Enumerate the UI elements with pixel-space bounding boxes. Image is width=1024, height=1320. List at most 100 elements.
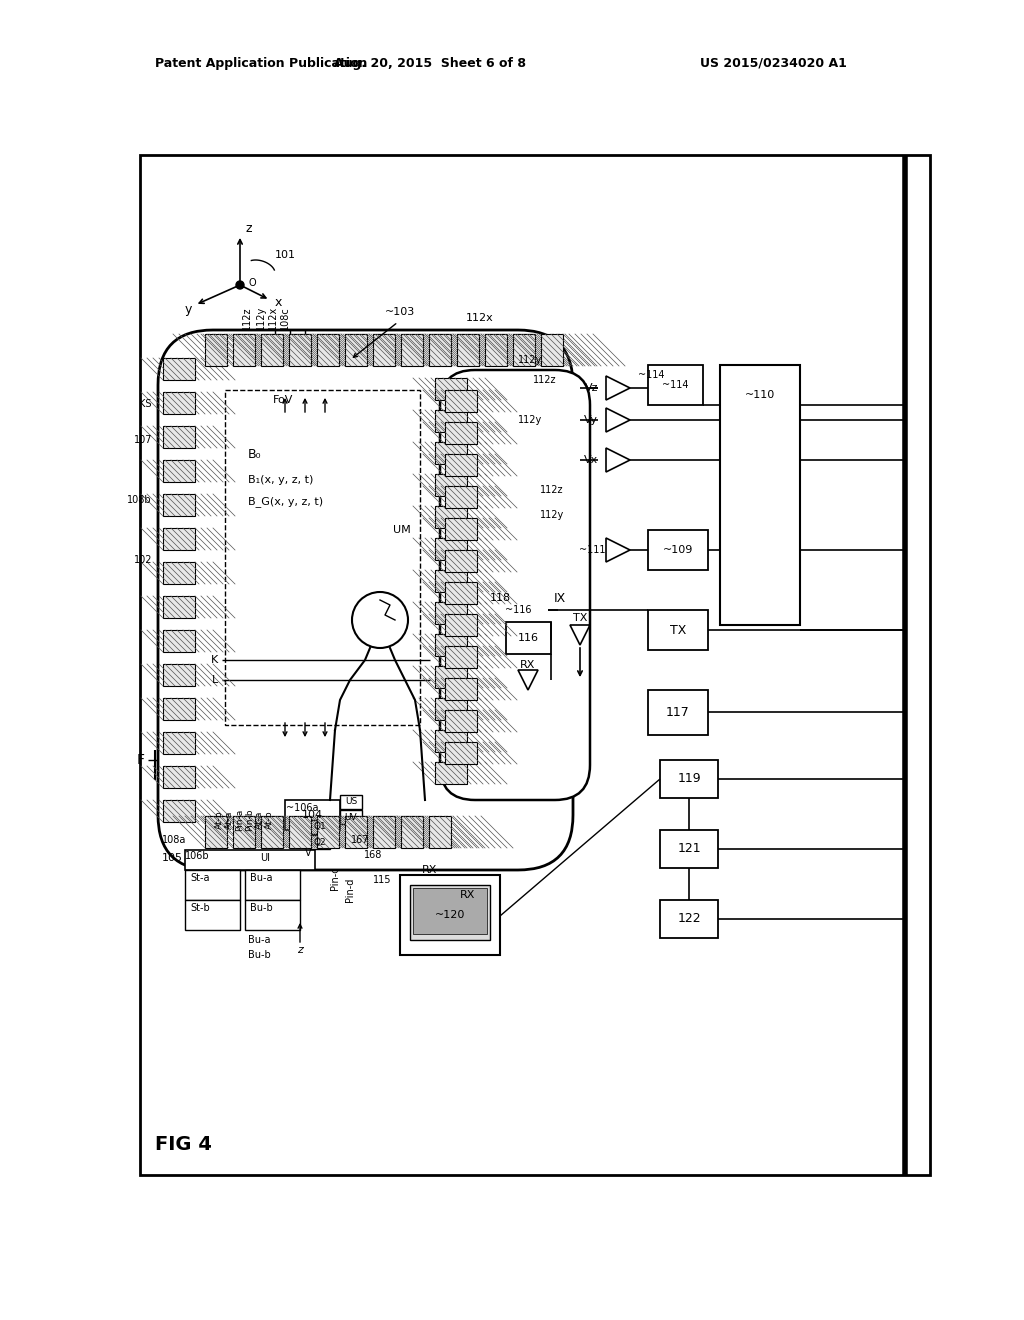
Bar bbox=[435, 411, 467, 432]
Text: St-a: St-a bbox=[190, 873, 210, 883]
Text: 108c: 108c bbox=[280, 306, 290, 330]
Bar bbox=[445, 550, 477, 572]
Circle shape bbox=[236, 281, 244, 289]
Text: 112y: 112y bbox=[256, 306, 266, 330]
Text: FoV: FoV bbox=[273, 395, 293, 405]
Text: x: x bbox=[274, 297, 282, 309]
Bar bbox=[163, 426, 195, 447]
Text: RX: RX bbox=[460, 890, 475, 900]
Text: St-b: St-b bbox=[190, 903, 210, 913]
Text: 112y: 112y bbox=[540, 510, 564, 520]
Bar bbox=[245, 870, 300, 900]
Text: z: z bbox=[245, 222, 252, 235]
Bar bbox=[205, 816, 227, 847]
Text: 112y: 112y bbox=[518, 355, 542, 366]
Text: At-a: At-a bbox=[255, 810, 264, 829]
Text: 102: 102 bbox=[133, 554, 152, 565]
Text: Q2: Q2 bbox=[313, 837, 327, 846]
Bar bbox=[289, 334, 311, 366]
Text: 112z: 112z bbox=[540, 484, 563, 495]
Text: 117: 117 bbox=[667, 705, 690, 718]
Bar bbox=[660, 830, 718, 869]
Text: Aug. 20, 2015  Sheet 6 of 8: Aug. 20, 2015 Sheet 6 of 8 bbox=[334, 57, 526, 70]
FancyBboxPatch shape bbox=[158, 330, 573, 870]
Text: 112z: 112z bbox=[534, 375, 557, 385]
Bar bbox=[401, 334, 423, 366]
Text: ~120: ~120 bbox=[435, 909, 465, 920]
Text: UV: UV bbox=[345, 813, 357, 821]
Text: KS: KS bbox=[139, 399, 152, 409]
Text: 115: 115 bbox=[373, 875, 391, 884]
Text: Vz: Vz bbox=[585, 383, 598, 393]
Bar bbox=[163, 528, 195, 550]
Bar bbox=[163, 698, 195, 719]
Bar bbox=[373, 334, 395, 366]
Text: 168: 168 bbox=[364, 850, 382, 861]
Text: 104: 104 bbox=[301, 810, 323, 820]
Bar bbox=[233, 816, 255, 847]
Text: 105: 105 bbox=[162, 853, 183, 863]
Text: y: y bbox=[184, 304, 191, 317]
Text: Pin-c: Pin-c bbox=[330, 866, 340, 890]
Text: 119: 119 bbox=[677, 772, 700, 785]
Text: Patent Application Publication: Patent Application Publication bbox=[155, 57, 368, 70]
Bar bbox=[185, 870, 240, 900]
Bar bbox=[445, 486, 477, 508]
Text: 112x: 112x bbox=[268, 306, 278, 330]
Bar bbox=[185, 850, 315, 870]
Text: RX: RX bbox=[422, 865, 437, 875]
Bar bbox=[163, 459, 195, 482]
Text: UI: UI bbox=[260, 853, 270, 863]
Bar bbox=[163, 597, 195, 618]
Text: Pin-b: Pin-b bbox=[245, 809, 254, 832]
Bar bbox=[435, 762, 467, 784]
Bar bbox=[435, 474, 467, 496]
Bar bbox=[435, 539, 467, 560]
Bar bbox=[660, 900, 718, 939]
Bar bbox=[345, 334, 367, 366]
Bar bbox=[660, 760, 718, 799]
Text: ~110: ~110 bbox=[744, 389, 775, 400]
Bar bbox=[445, 389, 477, 412]
Text: US: US bbox=[345, 797, 357, 807]
Text: 112x: 112x bbox=[466, 313, 494, 323]
Bar bbox=[163, 664, 195, 686]
Text: 167: 167 bbox=[351, 836, 370, 845]
Text: Pin-a: Pin-a bbox=[234, 809, 244, 832]
Bar bbox=[445, 742, 477, 764]
Bar bbox=[163, 733, 195, 754]
Bar bbox=[506, 622, 551, 653]
Bar bbox=[429, 816, 451, 847]
Bar bbox=[185, 900, 240, 931]
Bar bbox=[435, 602, 467, 624]
Text: Pin-d: Pin-d bbox=[345, 878, 355, 902]
Text: IX: IX bbox=[554, 591, 566, 605]
Text: 122: 122 bbox=[677, 912, 700, 925]
Bar bbox=[233, 334, 255, 366]
Bar bbox=[720, 366, 800, 624]
Text: 112z: 112z bbox=[242, 306, 252, 330]
Text: ~114: ~114 bbox=[638, 370, 665, 380]
Bar bbox=[457, 334, 479, 366]
Text: At-a: At-a bbox=[225, 810, 234, 829]
Text: TX: TX bbox=[572, 612, 587, 623]
Bar bbox=[445, 454, 477, 477]
Text: L: L bbox=[212, 675, 218, 685]
Bar bbox=[163, 766, 195, 788]
Text: 108a: 108a bbox=[162, 836, 186, 845]
Bar bbox=[245, 900, 300, 931]
Bar bbox=[163, 800, 195, 822]
Text: FIG 4: FIG 4 bbox=[155, 1135, 212, 1155]
Text: TX: TX bbox=[670, 623, 686, 636]
Bar bbox=[163, 392, 195, 414]
Text: 118: 118 bbox=[489, 593, 511, 603]
Bar bbox=[429, 334, 451, 366]
Bar bbox=[435, 667, 467, 688]
Bar bbox=[140, 154, 930, 1175]
Text: V: V bbox=[305, 847, 311, 858]
Bar bbox=[310, 836, 330, 849]
Bar bbox=[225, 389, 420, 725]
Bar bbox=[261, 816, 283, 847]
Bar bbox=[485, 334, 507, 366]
Bar bbox=[261, 334, 283, 366]
